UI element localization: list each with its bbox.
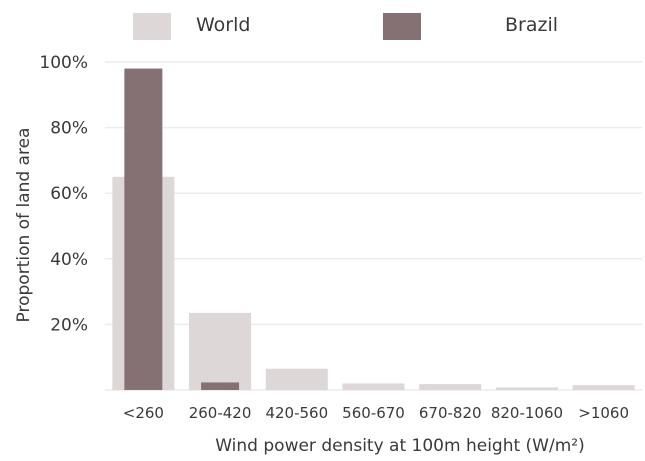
legend-label-world: World [196, 14, 250, 36]
legend-label-brazil: Brazil [505, 14, 558, 36]
y-tick-label: 80% [50, 119, 88, 139]
x-tick-label: <260 [123, 404, 164, 422]
bar-world [265, 368, 328, 390]
legend-swatch-world [133, 13, 171, 40]
bar-world [572, 385, 635, 390]
bar-world [189, 312, 252, 390]
y-axis-ticks: 20% 40% 60% 80% 100% [39, 53, 88, 335]
gridlines [105, 61, 642, 391]
y-tick-label: 40% [50, 250, 88, 270]
bar-world [495, 387, 558, 390]
y-tick-label: 60% [50, 184, 88, 204]
x-tick-label: 820-1060 [491, 404, 563, 422]
x-tick-label: 260-420 [189, 404, 252, 422]
x-axis-title: Wind power density at 100m height (W/m²) [215, 436, 584, 456]
y-axis-title: Proportion of land area [14, 128, 34, 323]
legend: World Brazil [133, 13, 558, 40]
bar-world [342, 383, 405, 390]
bar-world [419, 384, 482, 390]
x-axis-ticks: <260 260-420 420-560 560-670 670-820 820-1060… [123, 404, 629, 422]
x-tick-label: 670-820 [419, 404, 482, 422]
x-tick-label: 420-560 [265, 404, 328, 422]
x-tick-label: >1060 [578, 404, 629, 422]
bar-brazil [124, 68, 163, 390]
bars [112, 68, 635, 390]
legend-swatch-brazil [383, 13, 421, 40]
x-tick-label: 560-670 [342, 404, 405, 422]
y-tick-label: 20% [50, 315, 88, 335]
y-tick-label: 100% [39, 53, 88, 73]
bar-brazil [201, 382, 240, 390]
